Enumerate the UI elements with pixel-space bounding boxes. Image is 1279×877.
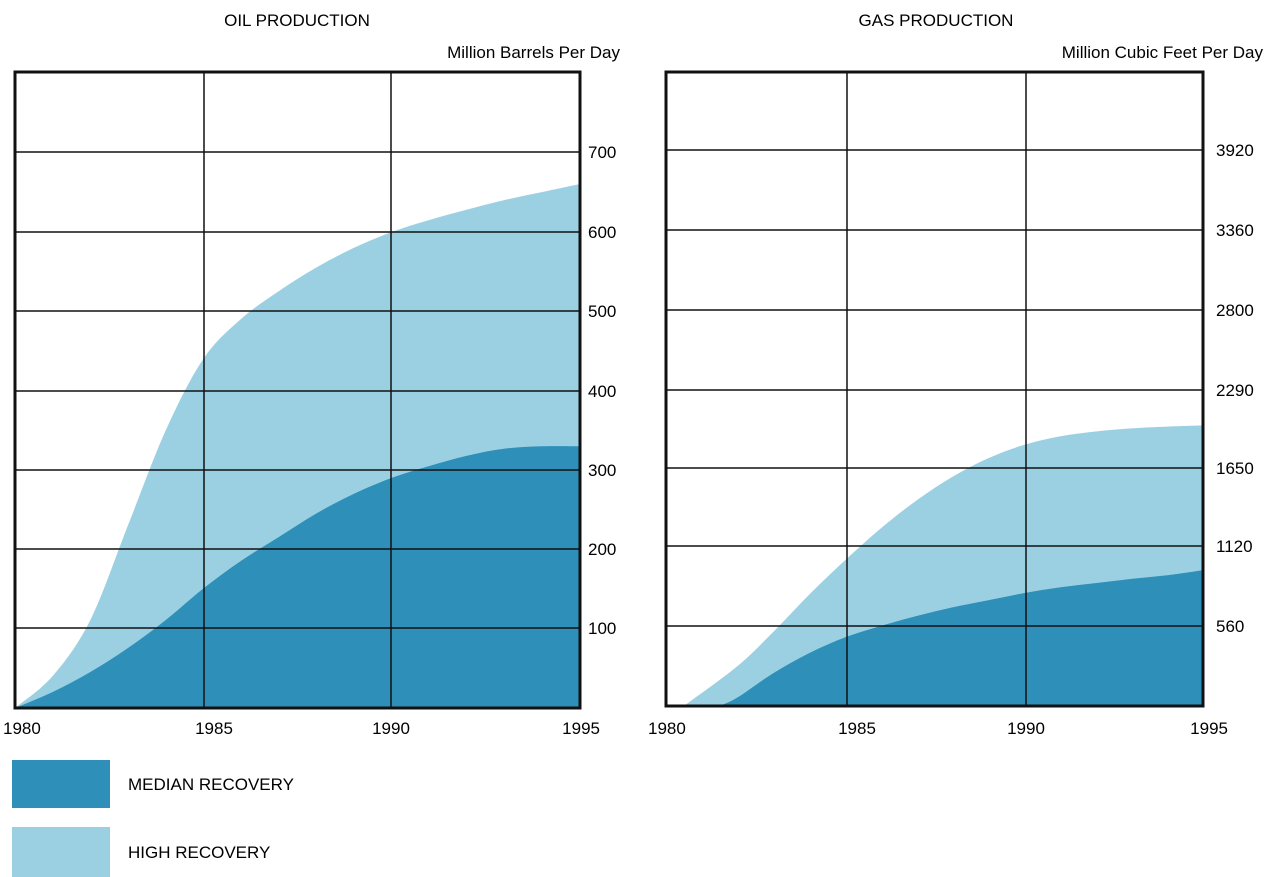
oil-y-tick: 200 (588, 540, 616, 559)
gas-x-tick: 1985 (838, 719, 876, 738)
oil-x-tick: 1990 (372, 719, 410, 738)
legend-swatch-high (12, 827, 110, 877)
oil-y-tick: 500 (588, 302, 616, 321)
gas-unit-label: Million Cubic Feet Per Day (1062, 43, 1264, 62)
legend: MEDIAN RECOVERY HIGH RECOVERY (12, 760, 294, 877)
gas-grid (666, 72, 1203, 706)
gas-production-chart: GAS PRODUCTION Million Cubic Feet Per Da… (648, 11, 1263, 738)
oil-y-tick: 600 (588, 223, 616, 242)
gas-y-tick: 1120 (1216, 537, 1253, 556)
gas-x-tick: 1980 (648, 719, 686, 738)
oil-y-tick: 700 (588, 143, 616, 162)
gas-x-tick: 1995 (1190, 719, 1228, 738)
gas-x-tick: 1990 (1007, 719, 1045, 738)
legend-label-high: HIGH RECOVERY (128, 843, 270, 862)
oil-x-tick: 1995 (562, 719, 600, 738)
oil-chart-title: OIL PRODUCTION (224, 11, 370, 30)
oil-y-ticks: 700 600 500 400 300 200 100 (588, 143, 616, 638)
oil-y-tick: 300 (588, 461, 616, 480)
oil-grid (15, 72, 580, 708)
oil-area-series (15, 184, 580, 708)
gas-y-tick: 2290 (1216, 381, 1254, 400)
oil-median-recovery-area (15, 446, 580, 708)
oil-y-tick: 400 (588, 382, 616, 401)
gas-y-tick: 560 (1216, 617, 1244, 636)
oil-production-chart: OIL PRODUCTION Million Barrels Per Day 7… (3, 11, 620, 738)
gas-y-tick: 1650 (1216, 459, 1254, 478)
gas-x-ticks: 1980 1985 1990 1995 (648, 719, 1228, 738)
oil-plot-frame (13, 70, 582, 710)
gas-y-tick: 3920 (1216, 141, 1254, 160)
oil-unit-label: Million Barrels Per Day (447, 43, 620, 62)
oil-x-ticks: 1980 1985 1990 1995 (3, 719, 600, 738)
oil-y-tick: 100 (588, 619, 616, 638)
gas-y-tick: 2800 (1216, 301, 1254, 320)
gas-y-ticks: 3920 3360 2800 2290 1650 1120 560 (1216, 141, 1254, 636)
gas-area-series (683, 425, 1203, 706)
legend-swatch-median (12, 760, 110, 808)
gas-y-tick: 3360 (1216, 221, 1254, 240)
gas-median-recovery-area (719, 570, 1203, 706)
legend-label-median: MEDIAN RECOVERY (128, 775, 294, 794)
gas-plot-frame (664, 70, 1205, 708)
gas-chart-title: GAS PRODUCTION (859, 11, 1014, 30)
oil-x-tick: 1980 (3, 719, 41, 738)
oil-x-tick: 1985 (195, 719, 233, 738)
